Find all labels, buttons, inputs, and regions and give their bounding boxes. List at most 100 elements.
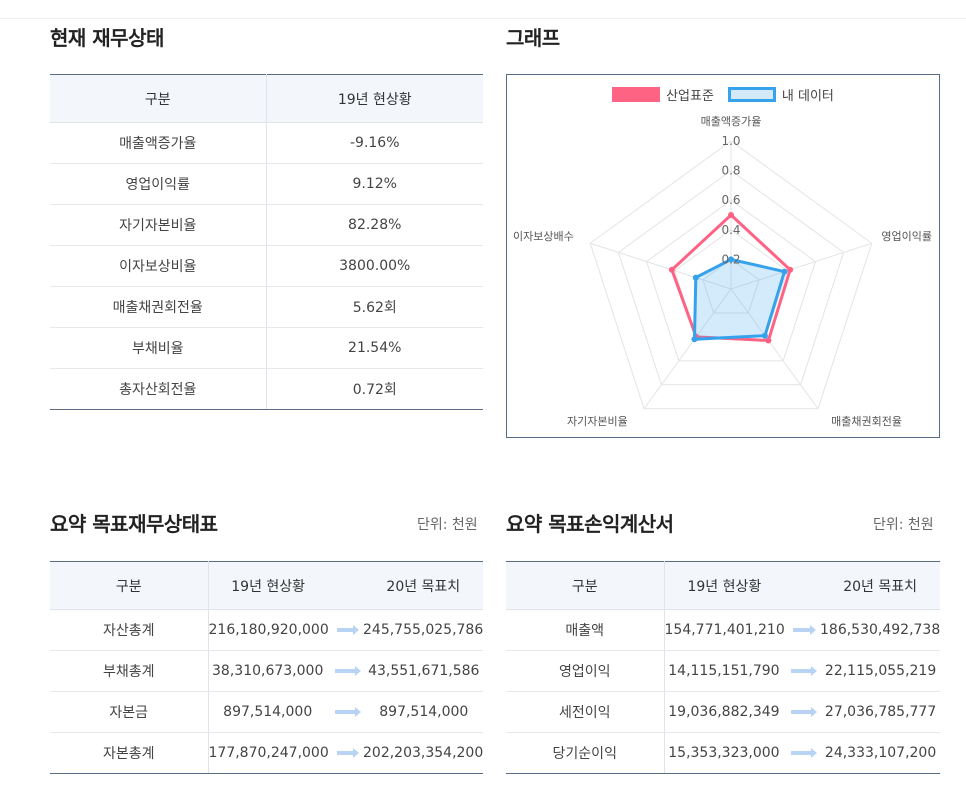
- current-value: 177,870,247,000: [208, 745, 329, 761]
- row-label: 이자보상비율: [50, 245, 267, 287]
- table-row: 영업이익 14,115,151,790 22,115,055,219: [506, 650, 940, 692]
- balance-title: 요약 목표재무상태표: [50, 512, 218, 536]
- table-row: 매출채권회전율 5.62회: [50, 286, 483, 328]
- top-divider: [0, 18, 966, 19]
- row-label: 매출채권회전율: [50, 286, 267, 328]
- legend-item-mydata[interactable]: 내 데이터: [727, 85, 834, 104]
- arrow-right-icon: [336, 625, 359, 635]
- row-value: 3800.00%: [266, 245, 483, 287]
- table-row: 자본총계 177,870,247,000 202,203,354,200: [50, 732, 484, 774]
- table-row: 자기자본비율 82.28%: [50, 204, 483, 246]
- row-label: 자산총계: [50, 609, 209, 651]
- current-value: 19,036,882,349: [668, 704, 780, 720]
- data-point[interactable]: [765, 337, 772, 344]
- income-unit: 단위: 천원: [873, 517, 934, 533]
- current-value: 15,353,323,000: [668, 745, 780, 761]
- row-label: 매출액증가율: [50, 122, 267, 164]
- table-row: 매출액 154,771,401,210 186,530,492,738: [506, 609, 941, 651]
- row-label: 영업이익률: [50, 163, 267, 205]
- data-point[interactable]: [787, 266, 794, 273]
- current-status-title: 현재 재무상태: [50, 26, 164, 50]
- row-label: 영업이익: [506, 650, 665, 692]
- table-row: 이자보상비율 3800.00%: [50, 245, 483, 287]
- target-value: 27,036,785,777: [824, 704, 937, 720]
- axis-label: 매출액증가율: [701, 115, 762, 128]
- row-value: 5.62회: [266, 286, 483, 328]
- target-value: 202,203,354,200: [363, 745, 484, 761]
- arrow-right-icon: [791, 666, 817, 676]
- arrow-right-icon: [792, 625, 816, 635]
- row-label: 부채비율: [50, 327, 267, 369]
- income-table: 구분 19년 현상황 20년 목표치 매출액 154,771,401,210 186…: [506, 561, 940, 774]
- current-value: 38,310,673,000: [212, 663, 324, 679]
- tick-label: 0.6: [721, 193, 740, 207]
- data-point[interactable]: [692, 274, 699, 281]
- row-label: 자본금: [50, 691, 209, 733]
- col-header-target: 20년 목표치: [843, 578, 917, 595]
- axis-label: 자기자본비율: [567, 415, 628, 428]
- legend-swatch-industry: [612, 87, 661, 102]
- grid-spoke: [590, 242, 732, 290]
- table-row: 영업이익률 9.12%: [50, 163, 483, 205]
- row-value: 21.54%: [266, 327, 483, 369]
- col-header-target: 20년 목표치: [386, 578, 461, 595]
- col-header-years: 19년 현상황 20년 목표치: [664, 561, 940, 610]
- data-point[interactable]: [668, 266, 675, 273]
- col-header-current: 19년 현상황: [231, 578, 306, 595]
- data-point[interactable]: [728, 256, 734, 263]
- col-header-current: 19년 현상황: [266, 74, 483, 123]
- row-values: 19,036,882,349 27,036,785,777: [664, 691, 940, 733]
- col-header-current: 19년 현상황: [687, 578, 762, 595]
- row-label: 자본총계: [50, 732, 209, 774]
- radar-chart: 산업표준 내 데이터 0.2 0.4 0.6 0.8 1.0 매출액증가율 영업이익률 매출채…: [506, 74, 940, 438]
- table-row: 자본금 897,514,000 897,514,000: [50, 691, 483, 733]
- row-values: 14,115,151,790 22,115,055,219: [664, 650, 940, 692]
- table-row: 부채총계 38,310,673,000 43,551,671,586: [50, 650, 483, 692]
- grid-ring: [645, 199, 817, 362]
- row-label: 부채총계: [50, 650, 209, 692]
- legend-swatch-mydata: [727, 87, 776, 102]
- row-values: 216,180,920,000 245,755,025,786: [208, 609, 484, 651]
- table-row: 매출액증가율 -9.16%: [50, 122, 483, 164]
- row-label: 자기자본비율: [50, 204, 267, 246]
- legend-item-industry[interactable]: 산업표준: [612, 85, 714, 104]
- axis-label: 영업이익률: [881, 230, 932, 243]
- table-row: 자산총계 216,180,920,000 245,755,025,786: [50, 609, 484, 651]
- target-value: 43,551,671,586: [368, 663, 480, 679]
- row-values: 38,310,673,000 43,551,671,586: [208, 650, 483, 692]
- row-value: -9.16%: [266, 122, 483, 164]
- tick-label: 0.4: [721, 223, 740, 237]
- graph-title: 그래프: [506, 26, 560, 50]
- balance-table: 구분 19년 현상황 20년 목표치 자산총계 216,180,920,000 24…: [50, 561, 483, 774]
- table-row: 세전이익 19,036,882,349 27,036,785,777: [506, 691, 940, 733]
- target-value: 186,530,492,738: [820, 622, 941, 638]
- grid-ring: [589, 140, 873, 410]
- data-point[interactable]: [781, 268, 788, 275]
- arrow-right-icon: [791, 707, 817, 717]
- row-label: 총자산회전율: [50, 368, 267, 410]
- row-values: 15,353,323,000 24,333,107,200: [664, 732, 940, 774]
- arrow-right-icon: [791, 748, 817, 758]
- current-value: 14,115,151,790: [668, 663, 780, 679]
- tick-label: 1.0: [721, 134, 740, 148]
- grid-ring: [702, 258, 760, 314]
- income-title: 요약 목표손익계산서: [506, 512, 674, 536]
- arrow-right-icon: [334, 707, 361, 717]
- target-value: 245,755,025,786: [363, 622, 484, 638]
- row-values: 177,870,247,000 202,203,354,200: [208, 732, 484, 774]
- row-label: 세전이익: [506, 691, 665, 733]
- row-values: 154,771,401,210 186,530,492,738: [664, 609, 941, 651]
- data-point[interactable]: [691, 336, 698, 343]
- current-value: 897,514,000: [223, 704, 313, 720]
- grid-spoke: [730, 288, 819, 410]
- data-point[interactable]: [761, 332, 768, 339]
- data-point[interactable]: [728, 212, 734, 218]
- table-row: 총자산회전율 0.72회: [50, 368, 483, 410]
- col-header-category: 구분: [50, 561, 209, 610]
- axis-label: 이자보상배수: [513, 230, 574, 243]
- axis-label: 매출채권회전율: [831, 415, 902, 428]
- current-value: 154,771,401,210: [664, 622, 785, 638]
- row-value: 82.28%: [266, 204, 483, 246]
- balance-unit: 단위: 천원: [417, 517, 478, 533]
